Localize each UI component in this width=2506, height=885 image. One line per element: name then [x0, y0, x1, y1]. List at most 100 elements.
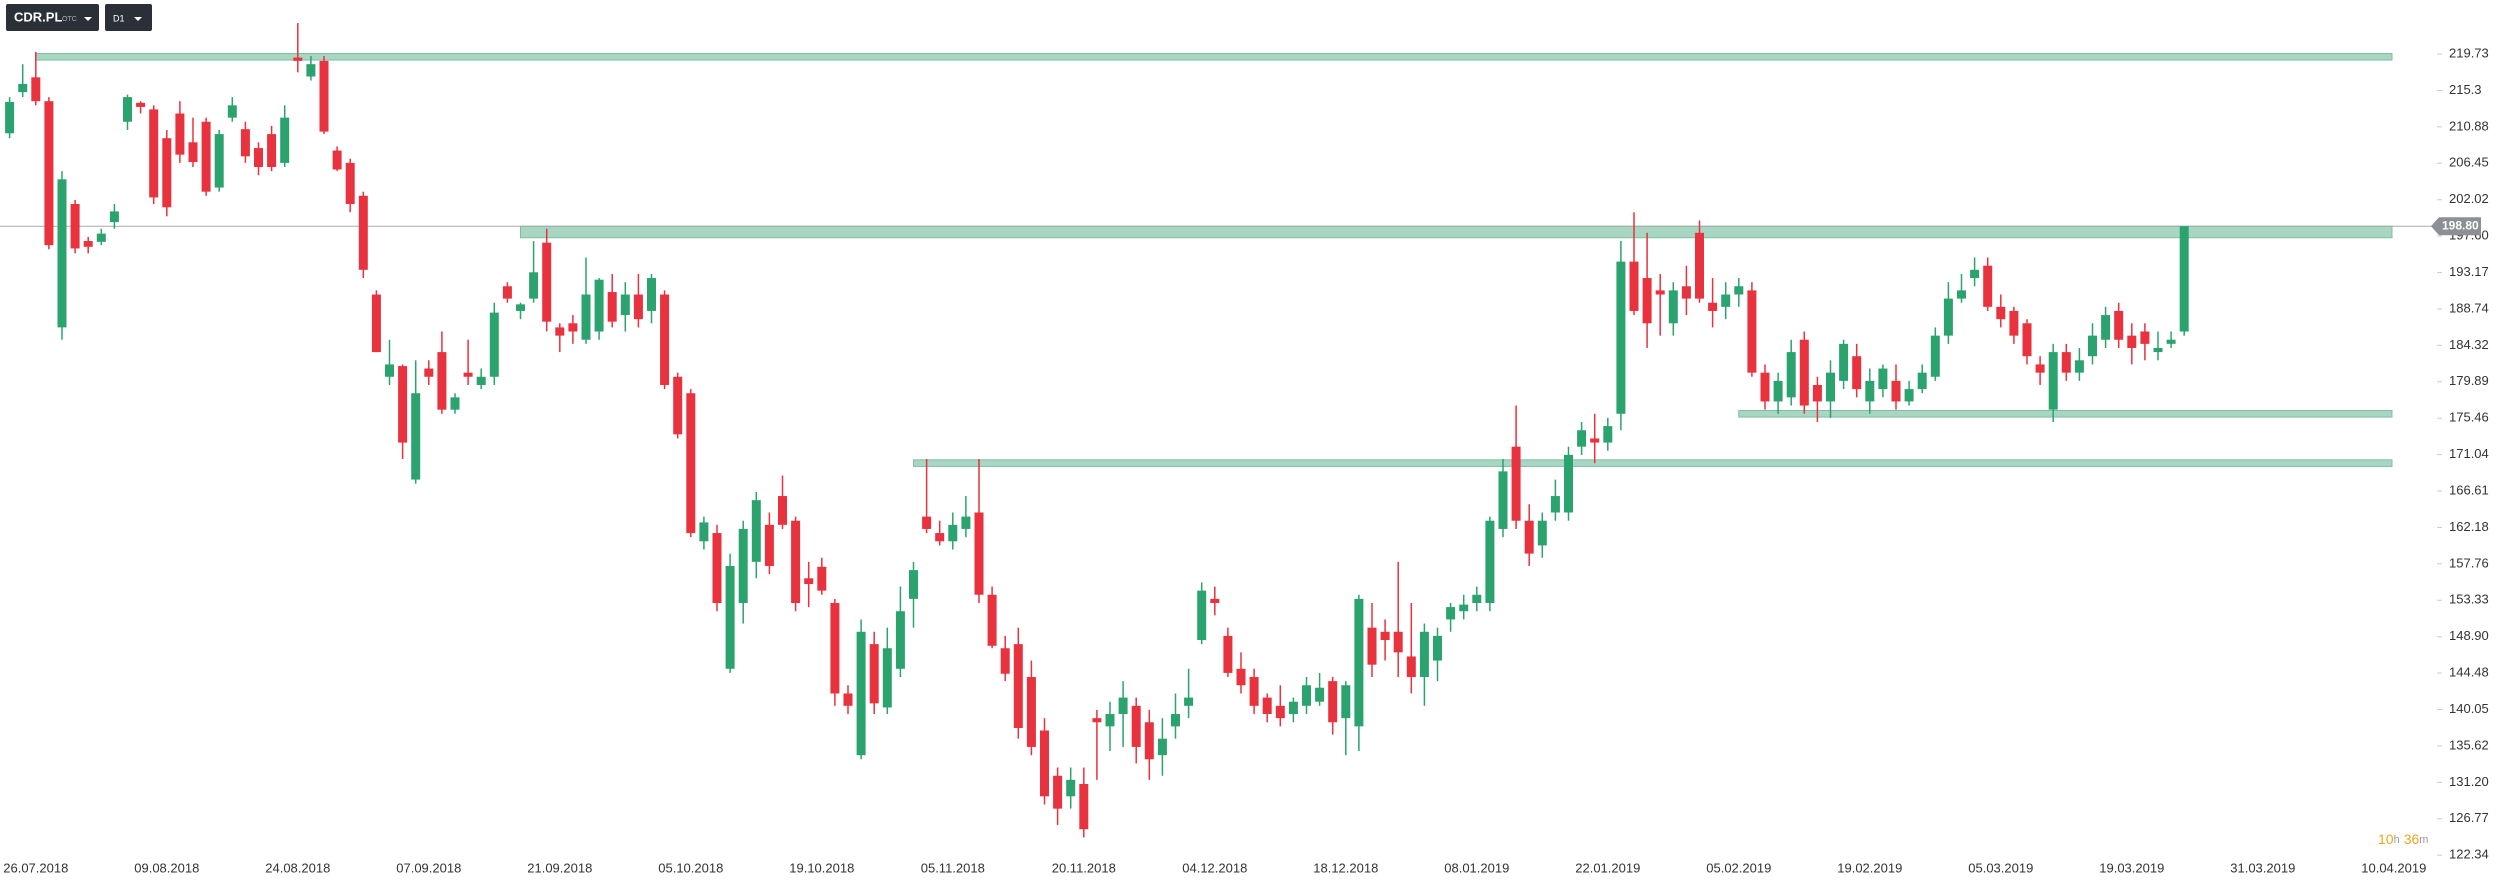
- candle-body: [1118, 697, 1128, 715]
- y-tick-label: 144.48: [2449, 665, 2489, 680]
- candle-body: [1380, 631, 1390, 641]
- x-tick-label: 20.11.2018: [1052, 860, 1116, 875]
- candle-body: [450, 397, 460, 410]
- candle-body: [2061, 352, 2071, 373]
- candle-body: [502, 286, 512, 299]
- countdown-unit: m: [2419, 834, 2428, 846]
- candle-body: [1891, 380, 1901, 402]
- candle-body: [1459, 604, 1469, 612]
- candle-body: [437, 352, 447, 410]
- candle-body: [83, 241, 93, 247]
- candle-body: [568, 323, 578, 332]
- candle-body: [463, 372, 473, 377]
- candle-body: [594, 279, 604, 332]
- candle-body: [817, 566, 827, 591]
- candle-body: [1760, 372, 1770, 402]
- y-tick-label: 193.17: [2449, 264, 2489, 279]
- candle-body: [1695, 232, 1704, 299]
- candle-body: [201, 121, 211, 192]
- timeframe: D1: [113, 13, 125, 23]
- candle-body: [529, 272, 539, 299]
- candle-body: [1655, 290, 1665, 295]
- candle-body: [1367, 627, 1377, 665]
- candle-body: [581, 294, 591, 340]
- y-tick-label: 126.77: [2449, 810, 2489, 825]
- y-tick-label: 175.46: [2449, 410, 2489, 425]
- candle-body: [280, 117, 290, 163]
- candle-body: [240, 129, 250, 157]
- candle-body: [1865, 380, 1875, 402]
- candle-body: [778, 496, 787, 525]
- candle-body: [935, 533, 945, 542]
- candle-body: [633, 294, 643, 320]
- candle-body: [136, 102, 146, 107]
- candle-body: [1066, 779, 1076, 797]
- candle-body: [1629, 261, 1639, 311]
- candle-body: [673, 376, 683, 435]
- candle-body: [751, 500, 761, 562]
- candle-body: [555, 327, 565, 336]
- candle-body: [791, 520, 801, 603]
- candle-body: [1472, 594, 1482, 603]
- candle-body: [2022, 323, 2032, 357]
- candle-body: [2179, 226, 2189, 332]
- y-tick-label: 166.61: [2449, 482, 2489, 497]
- candle-body: [1904, 389, 1914, 402]
- x-tick-label: 19.10.2018: [789, 860, 854, 875]
- candle-body: [922, 516, 932, 529]
- candle-body: [385, 364, 394, 377]
- y-tick-label: 157.76: [2449, 555, 2489, 570]
- x-tick-label: 05.11.2018: [921, 860, 985, 875]
- zone: [1738, 409, 2393, 418]
- y-tick-label: 219.73: [2449, 45, 2489, 60]
- x-tick-label: 24.08.2018: [265, 860, 330, 875]
- candle-body: [1826, 372, 1835, 402]
- candle-body: [1812, 384, 1822, 402]
- candle-body: [1943, 298, 1953, 336]
- candle-body: [1550, 496, 1560, 513]
- candle-body: [57, 179, 67, 328]
- candle-body: [764, 524, 774, 566]
- candle-body: [1315, 687, 1325, 702]
- candle-body: [516, 304, 525, 311]
- candle-body: [1498, 471, 1508, 529]
- candle-body: [267, 134, 277, 167]
- y-tick-label: 148.90: [2449, 628, 2489, 643]
- y-tick-label: 131.20: [2449, 774, 2489, 789]
- candle-body: [987, 594, 997, 646]
- zone: [913, 459, 2393, 467]
- x-tick-label: 10.04.2019: [2361, 860, 2426, 875]
- candle-body: [882, 648, 892, 708]
- x-tick-label: 04.12.2018: [1182, 860, 1247, 875]
- candle-body: [1603, 426, 1613, 443]
- x-tick-label: 19.02.2019: [1837, 860, 1902, 875]
- timeframe-button[interactable]: [105, 4, 152, 31]
- candle-body: [1970, 269, 1980, 279]
- candle-body: [843, 693, 853, 706]
- candle-body: [2101, 315, 2111, 340]
- candle-body: [2114, 310, 2124, 340]
- candle-body: [5, 102, 15, 134]
- candle-body: [1341, 685, 1351, 719]
- candle-body: [856, 631, 866, 756]
- candle-body: [489, 312, 499, 377]
- countdown: 10h 36m: [2378, 831, 2428, 847]
- candle-body: [607, 292, 617, 322]
- symbol-button[interactable]: [6, 4, 99, 31]
- y-tick-label: 206.45: [2449, 155, 2489, 170]
- candle-body: [175, 113, 185, 155]
- candle-body: [1668, 290, 1678, 324]
- candle-body: [961, 516, 971, 529]
- candle-body: [1577, 430, 1587, 447]
- price-badge: [2431, 217, 2481, 236]
- x-tick-label: 07.09.2018: [396, 860, 461, 875]
- candle-body: [1184, 697, 1194, 706]
- candle-body: [660, 294, 670, 385]
- candle-body: [1000, 648, 1010, 674]
- candle-body: [948, 524, 958, 542]
- candle-body: [1642, 278, 1652, 324]
- candle-body: [1917, 372, 1927, 390]
- candle-body: [1773, 380, 1783, 402]
- candle-body: [1288, 701, 1298, 715]
- candle-body: [371, 294, 381, 353]
